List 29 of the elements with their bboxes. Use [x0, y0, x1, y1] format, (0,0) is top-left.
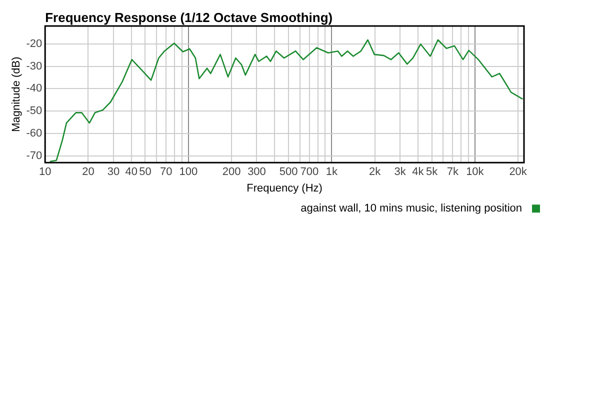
- y-tick-label: -40: [26, 82, 42, 95]
- x-tick-label: 4k: [412, 166, 424, 178]
- y-tick-label: -30: [26, 60, 42, 72]
- y-tick-label: -20: [26, 38, 42, 50]
- x-tick-label: 3k: [394, 166, 406, 178]
- x-tick-label: 200: [222, 166, 241, 178]
- x-tick-label: 2k: [368, 166, 382, 178]
- x-tick-label: 5k: [426, 166, 438, 178]
- x-tick-label: 20k: [509, 166, 528, 178]
- x-tick-label: 10k: [466, 166, 484, 178]
- y-tick-label: -60: [26, 128, 42, 140]
- x-tick-label: 100: [179, 166, 198, 178]
- x-tick-label: 30: [107, 166, 120, 178]
- y-tick-label: -70: [26, 150, 42, 162]
- x-tick-label: 70: [160, 166, 172, 178]
- y-axis-title: Magnitude (dB): [10, 56, 23, 132]
- x-tick-label: 1k: [326, 166, 338, 178]
- legend-label: against wall, 10 mins music, listening position: [300, 202, 522, 215]
- x-tick-label: 7k: [446, 166, 460, 178]
- x-tick-label: 300: [248, 166, 266, 178]
- x-tick-label: 700: [300, 166, 319, 178]
- x-tick-label: 40: [125, 166, 138, 178]
- chart-title: Frequency Response (1/12 Octave Smoothing): [45, 10, 333, 26]
- x-tick-label: 20: [82, 166, 94, 178]
- x-tick-label: 500: [279, 166, 298, 178]
- x-axis-title: Frequency (Hz): [246, 182, 322, 194]
- x-tick-label: 50: [139, 166, 152, 178]
- x-tick-label: 10: [38, 166, 52, 178]
- y-tick-label: -50: [26, 105, 42, 118]
